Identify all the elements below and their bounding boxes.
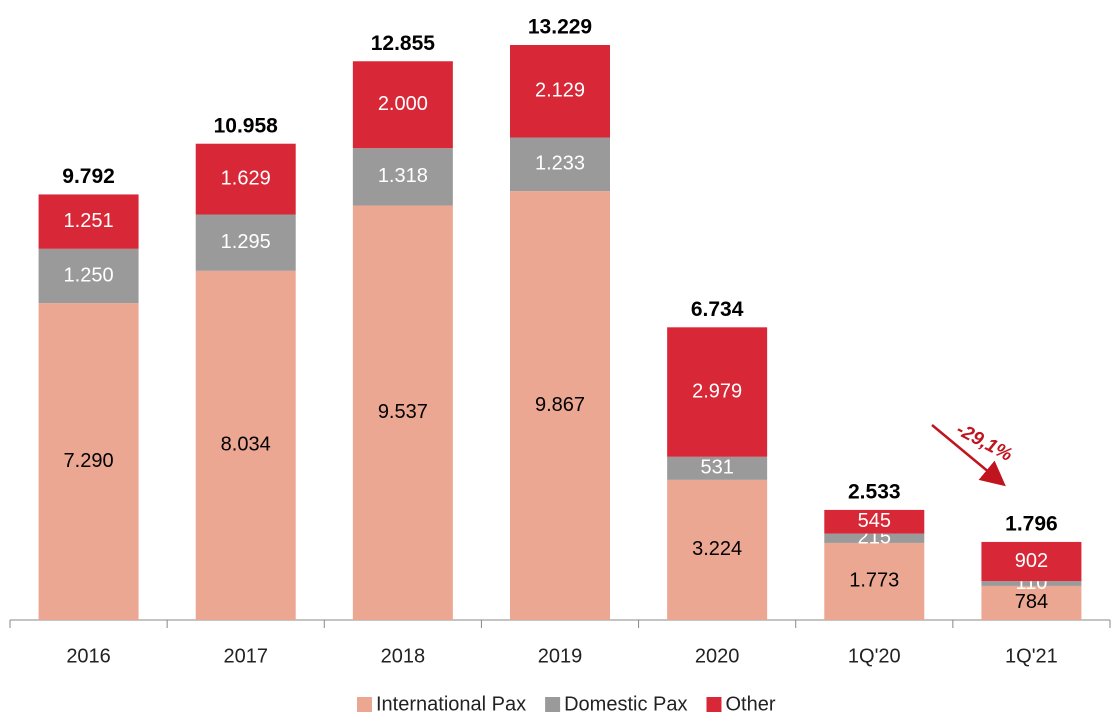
data-label: 1.629 [221,167,271,189]
bar-segment [38,303,139,620]
bar-segment [352,61,453,149]
bar-segment [38,248,139,304]
bar-segment [510,191,610,621]
data-label: 9.537 [378,401,428,423]
bar-segment [510,45,610,138]
bar-segment [195,214,296,271]
legend-label: International Pax [376,693,526,715]
data-label: 2.000 [378,93,428,115]
data-label: 1.250 [64,264,114,286]
bar-segment [824,509,925,534]
bar-segment [352,148,453,206]
annotation-arrow [931,424,1006,487]
data-label: 784 [1015,591,1048,613]
bar-segment [667,327,768,457]
x-tick-label: 2019 [538,645,583,667]
data-label: 1.233 [535,153,585,175]
total-label: 12.855 [371,32,436,55]
bar-segment [981,585,1082,620]
bar-segment [667,456,768,480]
data-label: 2.979 [692,380,742,402]
data-label: 531 [700,457,733,479]
x-tick-label: 1Q'21 [1005,645,1058,667]
data-label: 902 [1015,550,1048,572]
data-label: 8.034 [221,434,271,456]
legend-swatch [545,697,561,712]
data-label: 1.318 [378,165,428,187]
bar-segment [981,581,1082,586]
annotation: -29,1% [953,419,1016,466]
legend-label: Domestic Pax [564,693,687,715]
data-label: 1.251 [64,210,114,232]
x-tick-label: 1Q'20 [848,645,901,667]
bar-segment [38,194,139,249]
total-label: 6.734 [691,298,744,321]
bar-segment [981,541,1082,582]
data-label: 1.295 [221,231,271,253]
total-label: 13.229 [528,16,592,39]
bar-segment [510,137,610,192]
data-label: 2.129 [535,80,585,102]
legend-label: Other [725,693,775,715]
total-label: 9.792 [62,165,115,188]
x-tick-label: 2017 [223,645,268,667]
bar-segment [824,542,925,620]
data-label: 7.290 [64,450,114,472]
data-label: 3.224 [692,538,742,560]
total-label: 10.958 [214,114,279,137]
total-label: 2.533 [848,480,901,503]
x-tick-label: 2018 [381,645,426,667]
bar-segment [352,205,453,620]
total-label: 1.796 [1005,512,1058,535]
data-label: 9.867 [535,394,585,416]
bar-segment [667,479,768,620]
bar-segment [824,533,925,543]
bar-segment [195,270,296,620]
legend-swatch [357,697,372,712]
legend-swatch [706,697,722,712]
bar-segment [195,143,296,215]
x-tick-label: 2016 [66,645,111,667]
data-label: 1.773 [849,570,899,592]
data-label: 545 [858,510,891,532]
x-tick-label: 2020 [695,645,740,667]
